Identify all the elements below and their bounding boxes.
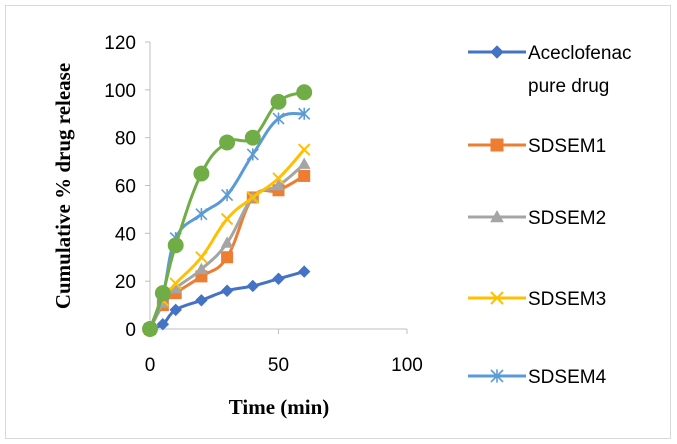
data-point-square (490, 138, 504, 152)
data-point-triangle (490, 209, 504, 223)
legend: Aceclofenac pure drug SDSEM1 SDSEM2 SDSEM3 SD… (468, 43, 632, 388)
data-point-diamond (297, 265, 311, 278)
data-point-diamond (272, 272, 285, 285)
data-point-circle (270, 93, 287, 110)
data-point-star (272, 112, 285, 125)
legend-item: SDSEM1 (468, 136, 606, 157)
legend-item: SDSEM3 (468, 289, 606, 310)
legend-label: SDSEM2 (528, 208, 606, 229)
x-axis-title: Time (min) (229, 395, 330, 419)
data-point-x (246, 191, 260, 204)
legend-label: pure drug (528, 76, 609, 97)
series-6 (142, 84, 313, 337)
axes-group: 0 20 40 60 80 100 120 0 50 100 (104, 33, 423, 376)
legend-label: Aceclofenac (528, 43, 632, 64)
data-point-star (195, 208, 208, 221)
data-point-star (298, 107, 311, 120)
data-point-square (221, 251, 234, 264)
x-tick-label: 50 (268, 355, 289, 376)
data-point-triangle (272, 178, 285, 191)
data-point-x (195, 251, 208, 264)
data-point-circle (244, 129, 261, 146)
data-point-circle (142, 321, 158, 337)
y-tick-label: 100 (104, 81, 136, 102)
data-point-x (490, 291, 504, 305)
data-point-diamond (246, 279, 260, 293)
data-point-diamond (156, 318, 170, 331)
legend-item: SDSEM2 (468, 208, 606, 229)
y-axis-title: Cumulative % drug release (51, 63, 75, 309)
legend-label: SDSEM4 (528, 367, 607, 388)
data-point-star (221, 189, 234, 202)
legend-label: SDSEM1 (528, 136, 606, 157)
data-point-circle (219, 134, 236, 151)
chart-frame (5, 5, 671, 439)
legend-label: SDSEM3 (528, 289, 606, 310)
data-point-x (297, 143, 311, 156)
series-group (142, 84, 313, 337)
y-tick-label: 80 (115, 129, 136, 150)
data-point-x (169, 277, 182, 290)
data-point-triangle (297, 157, 311, 169)
data-point-x (220, 212, 234, 226)
data-point-square (298, 169, 311, 182)
data-point-diamond (490, 45, 504, 59)
data-point-circle (154, 285, 171, 302)
data-point-triangle (195, 262, 208, 275)
data-point-triangle (220, 236, 234, 248)
data-point-circle (193, 165, 210, 182)
data-point-star (490, 369, 504, 383)
data-point-circle (167, 237, 184, 254)
y-tick-label: 20 (115, 272, 136, 293)
data-point-star (246, 148, 259, 161)
y-tick-label: 40 (115, 224, 136, 245)
data-point-circle (296, 84, 313, 101)
data-point-x (272, 172, 285, 185)
data-point-diamond (220, 284, 234, 297)
data-point-diamond (169, 303, 182, 317)
data-point-diamond (195, 294, 208, 307)
y-tick-label: 120 (104, 33, 136, 54)
legend-item: SDSEM4 (468, 367, 607, 388)
y-tick-label: 60 (115, 177, 136, 198)
x-tick-label: 0 (145, 355, 156, 376)
x-tick-label: 100 (391, 355, 423, 376)
legend-item: Aceclofenac pure drug (468, 43, 632, 97)
y-tick-label: 0 (125, 320, 136, 341)
series-1 (143, 265, 311, 336)
